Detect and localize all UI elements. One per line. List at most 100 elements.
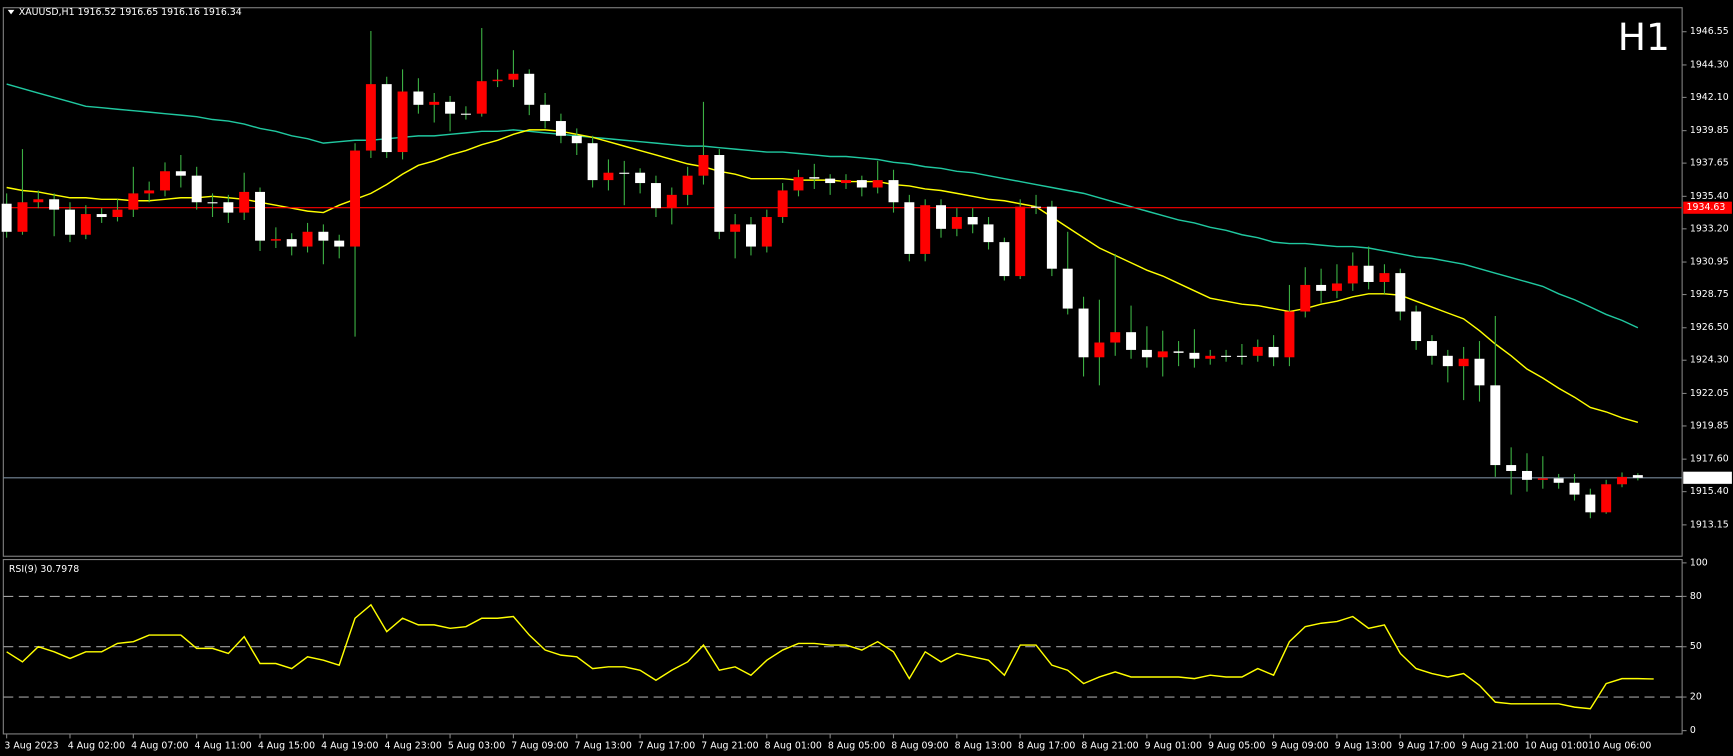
candle-body [1110, 332, 1121, 343]
candle-body [730, 224, 741, 232]
candle-body [1189, 352, 1200, 359]
price-label-box [1683, 471, 1732, 484]
x-tick-label: 8 Aug 05:00 [828, 741, 885, 752]
candle-body [1062, 268, 1073, 309]
candle-body [1205, 355, 1216, 359]
candle-body [1236, 355, 1247, 357]
y-tick-label: 1913.15 [1690, 519, 1729, 530]
candle-body [302, 231, 313, 247]
candle-body [587, 143, 598, 181]
candle-body [777, 190, 788, 218]
candle-body [191, 175, 202, 203]
menu-triangle[interactable] [7, 9, 15, 15]
candle-body [825, 178, 836, 184]
candle-body [1490, 385, 1501, 466]
candle-body [1078, 308, 1089, 358]
y-tick-label: 1917.60 [1690, 454, 1729, 465]
candle-body [239, 191, 250, 213]
candle-body [49, 199, 60, 210]
candle-body [1601, 484, 1612, 513]
x-tick-label: 8 Aug 01:00 [765, 741, 822, 752]
symbol-title: XAUUSD,H1 1916.52 1916.65 1916.16 1916.3… [19, 7, 242, 18]
candle-body [999, 242, 1010, 277]
candle-body [1632, 475, 1643, 478]
price-label: 1934.63 [1687, 202, 1726, 213]
x-tick-label: 7 Aug 17:00 [638, 741, 695, 752]
candle-body [856, 180, 867, 188]
candle-body [967, 217, 978, 225]
x-tick-label: 9 Aug 17:00 [1398, 741, 1455, 752]
candle-body [1585, 494, 1596, 513]
x-tick-label: 10 Aug 01:00 [1525, 741, 1588, 752]
x-tick-label: 8 Aug 21:00 [1081, 741, 1138, 752]
candle-body [1046, 206, 1057, 269]
y-tick-label: 20 [1690, 692, 1702, 703]
candle-body [1173, 351, 1184, 353]
x-tick-label: 9 Aug 01:00 [1145, 741, 1202, 752]
candle-body [112, 209, 123, 218]
candle-body [1537, 478, 1548, 480]
candle-body [1426, 341, 1437, 356]
candle-body [872, 180, 883, 188]
candle-body [381, 84, 392, 153]
candle-body [1331, 283, 1342, 291]
candle-body [936, 205, 946, 229]
candle-body [983, 224, 994, 243]
candle-body [128, 193, 139, 210]
x-tick-label: 7 Aug 21:00 [701, 741, 758, 752]
x-tick-label: 4 Aug 11:00 [194, 741, 251, 752]
y-tick-label: 1924.30 [1690, 355, 1729, 366]
candle-body [619, 172, 630, 174]
main-panel-frame [2, 7, 1683, 557]
candle-body [1268, 346, 1279, 358]
y-tick-label: 100 [1690, 557, 1708, 568]
candle-body [255, 191, 266, 241]
candle-body [223, 202, 234, 213]
y-tick-label: 1935.40 [1690, 191, 1729, 202]
candle-body [65, 209, 75, 235]
candle-body [33, 199, 44, 203]
y-tick-label: 1922.05 [1690, 388, 1729, 399]
candle-body [1300, 284, 1311, 312]
y-tick-label: 1939.85 [1690, 125, 1729, 136]
candle-body [1157, 351, 1168, 358]
candle-body [1458, 358, 1469, 367]
x-tick-label: 9 Aug 05:00 [1208, 741, 1265, 752]
candle-body [1094, 342, 1105, 358]
candle-body [540, 104, 551, 122]
candle-body [1015, 206, 1026, 277]
candle-body [270, 239, 281, 241]
x-tick-label: 4 Aug 23:00 [385, 741, 442, 752]
candle-body [492, 79, 503, 82]
x-tick-label: 9 Aug 13:00 [1335, 741, 1392, 752]
x-tick-label: 8 Aug 17:00 [1018, 741, 1075, 752]
candle-body [809, 177, 820, 179]
x-tick-label: 7 Aug 09:00 [511, 741, 568, 752]
candle-body [1316, 284, 1327, 291]
x-tick-label: 4 Aug 02:00 [68, 741, 125, 752]
candle-body [460, 113, 471, 115]
candle-body [1553, 478, 1564, 483]
candle-body [920, 205, 931, 254]
candle-body [1126, 332, 1137, 350]
y-tick-label: 1919.85 [1690, 420, 1729, 431]
price-label-box [1683, 201, 1732, 214]
candle-body [318, 231, 329, 241]
candle-body [1284, 311, 1295, 358]
candle-body [1, 203, 12, 232]
candle-body [1522, 470, 1532, 480]
y-tick-label: 50 [1690, 641, 1702, 652]
x-tick-label: 3 Aug 2023 [4, 741, 58, 752]
price-label: 1916.34 [1687, 472, 1726, 483]
y-tick-label: 0 [1690, 725, 1696, 736]
candle-body [1395, 273, 1406, 312]
candle-body [714, 155, 725, 232]
candle-body [603, 172, 614, 181]
candle-body [888, 180, 899, 203]
candle-body [666, 194, 677, 209]
x-tick-label: 4 Aug 07:00 [131, 741, 188, 752]
candle-body [334, 240, 345, 247]
rsi-title: RSI(9) 30.7978 [9, 564, 79, 575]
